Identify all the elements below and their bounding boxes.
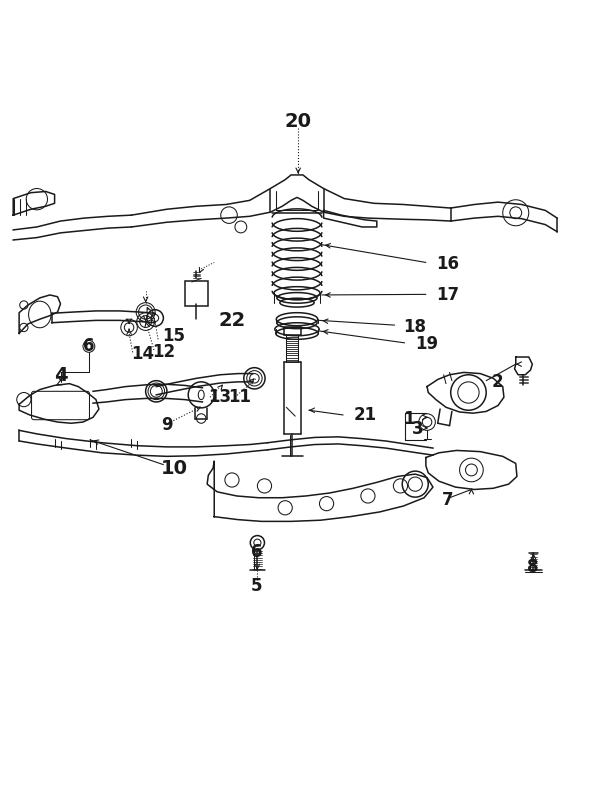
Text: 14: 14 <box>131 345 154 363</box>
Text: 5: 5 <box>251 578 263 595</box>
Text: 6: 6 <box>83 338 94 356</box>
Text: 8: 8 <box>526 558 538 576</box>
Text: 2: 2 <box>492 373 504 391</box>
Text: 12: 12 <box>152 343 175 361</box>
Text: 7: 7 <box>442 491 454 509</box>
Text: 11: 11 <box>229 389 251 406</box>
Text: 4: 4 <box>53 367 67 385</box>
Text: 13: 13 <box>208 389 232 406</box>
Text: 18: 18 <box>403 319 426 337</box>
Text: 19: 19 <box>415 335 438 353</box>
Text: 22: 22 <box>219 311 246 330</box>
Text: 17: 17 <box>436 286 459 304</box>
Text: 1: 1 <box>403 410 415 428</box>
Text: 6: 6 <box>251 543 263 561</box>
Text: 9: 9 <box>161 416 173 434</box>
Text: 3: 3 <box>412 420 424 438</box>
Text: 10: 10 <box>161 458 188 478</box>
Text: 20: 20 <box>285 112 312 131</box>
Text: 16: 16 <box>436 254 459 272</box>
Text: 15: 15 <box>162 327 185 345</box>
Text: 21: 21 <box>354 406 377 424</box>
